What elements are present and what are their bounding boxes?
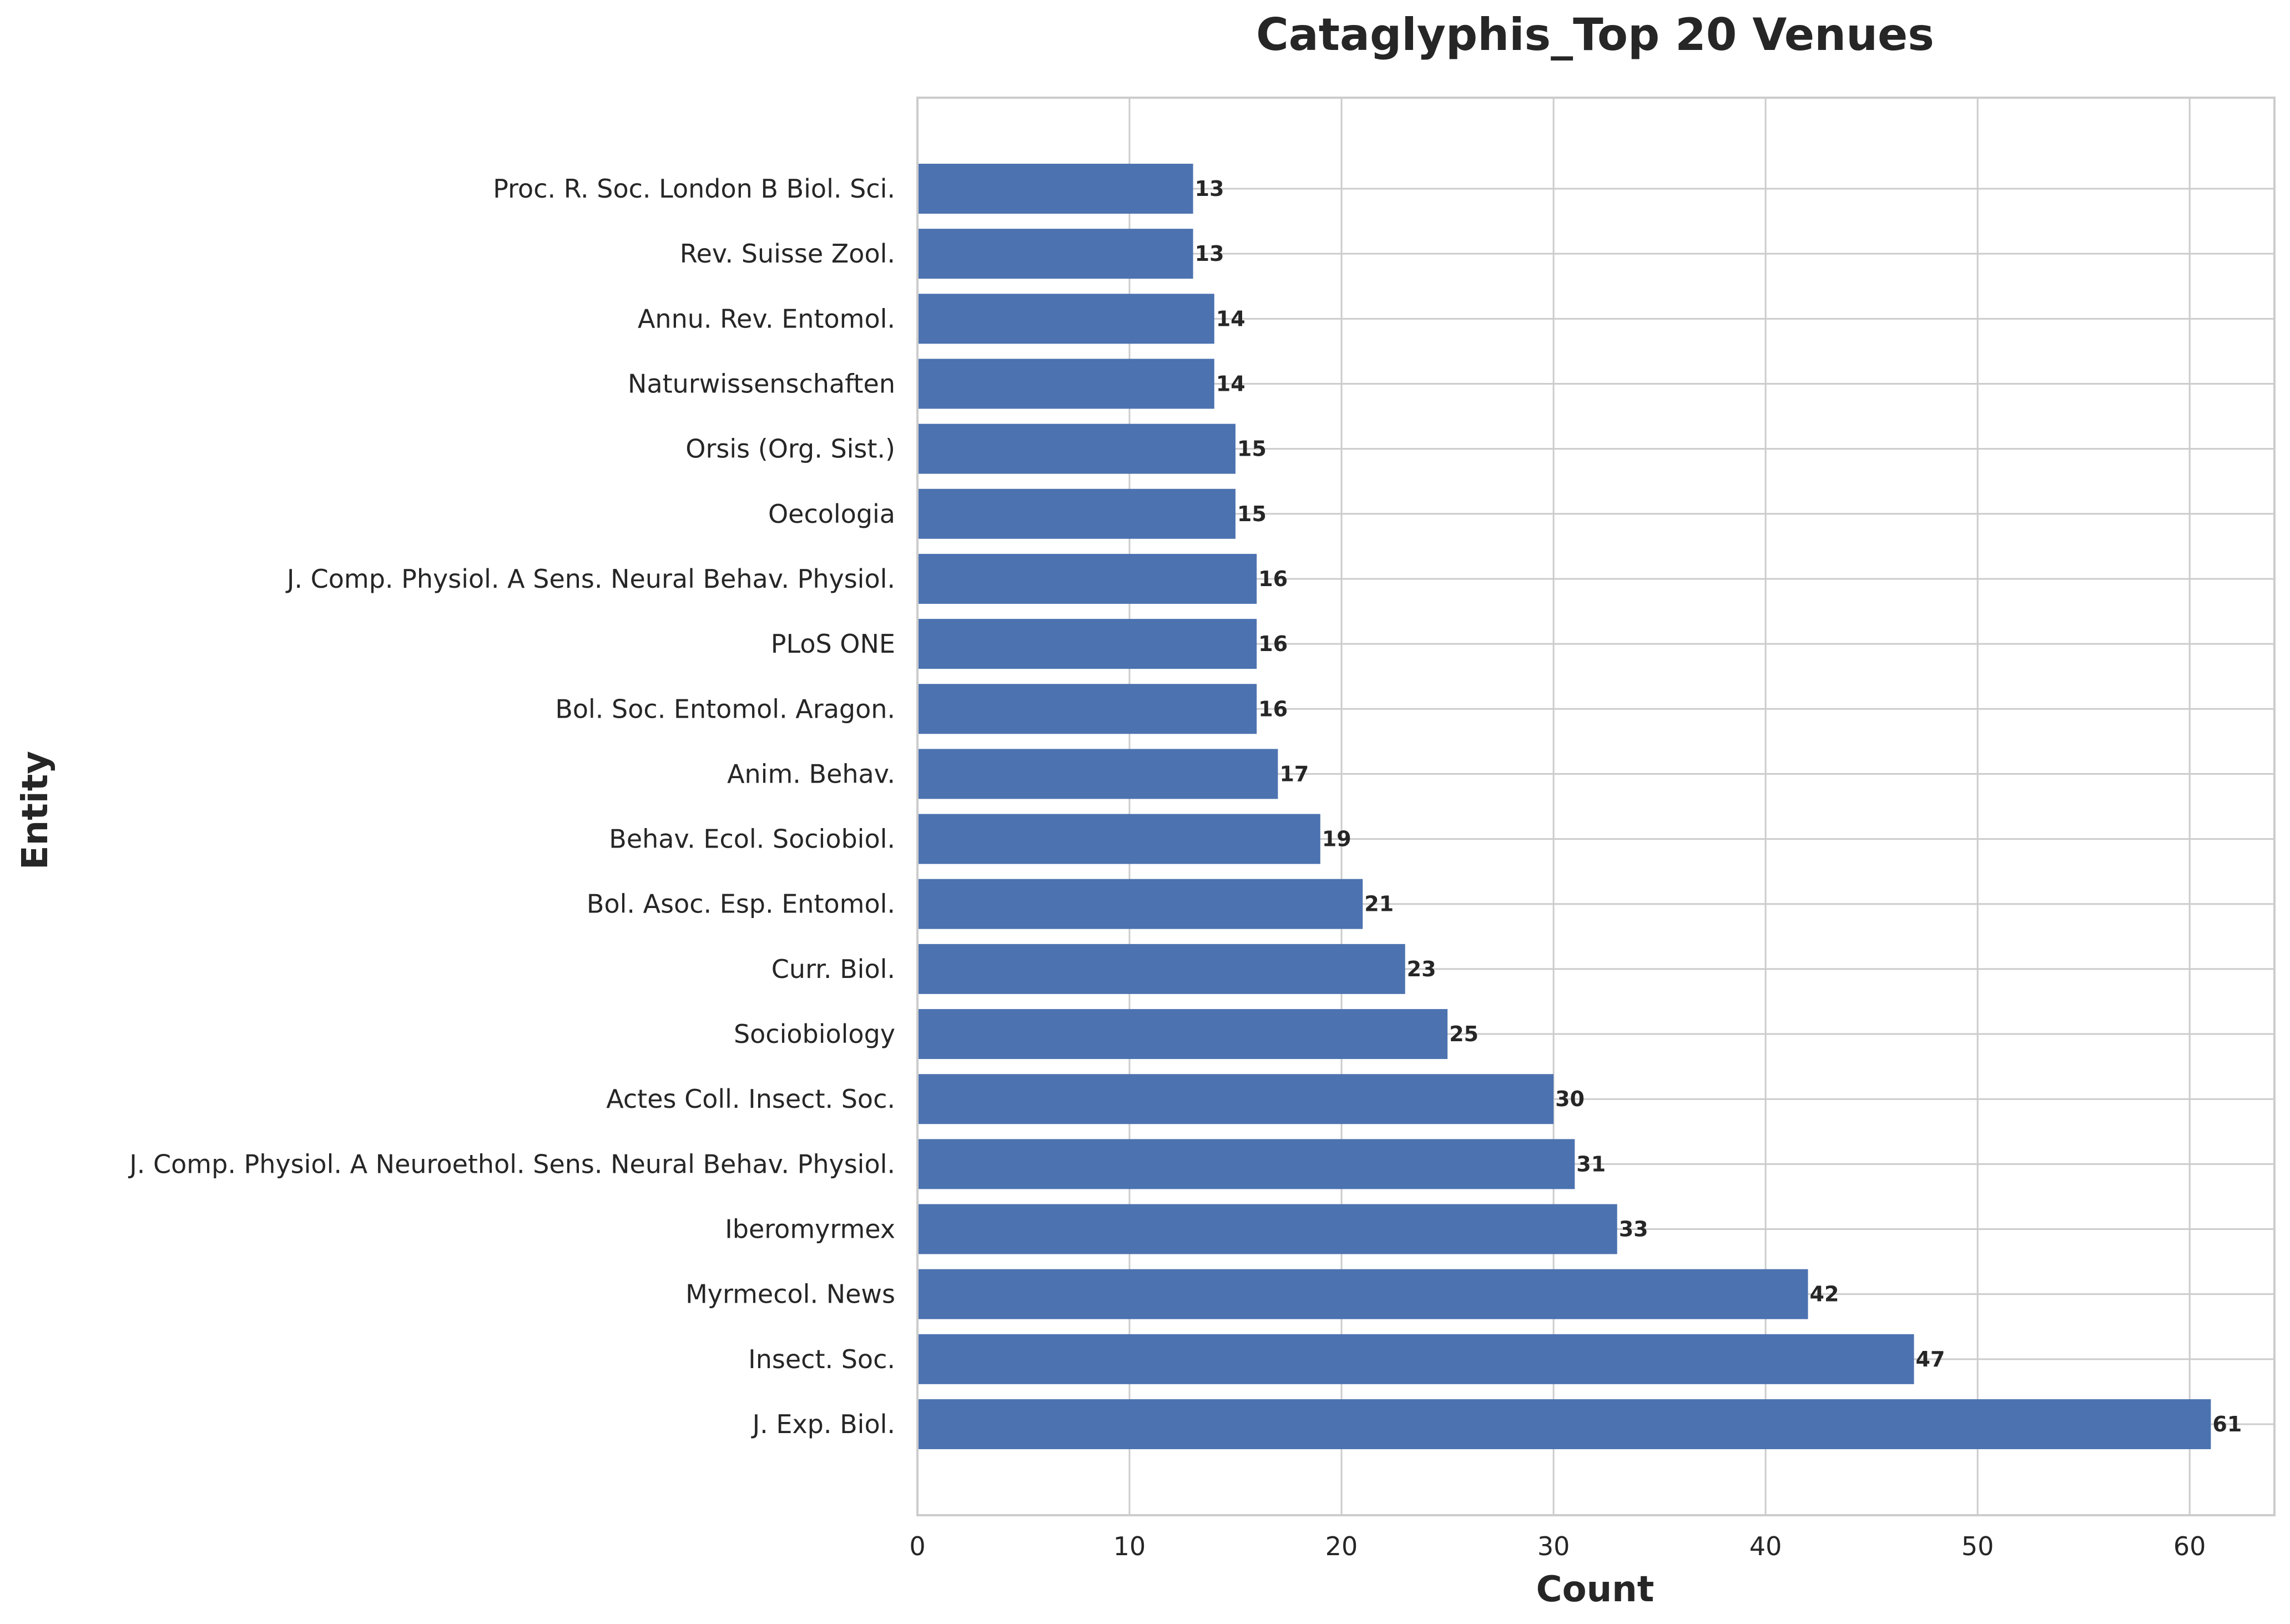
bar (917, 749, 1278, 799)
category-label: Orsis (Org. Sist.) (685, 434, 895, 464)
bar-value-label: 30 (1555, 1087, 1585, 1111)
x-tick-label: 40 (1749, 1531, 1782, 1561)
bar (917, 1399, 2211, 1449)
bar (917, 164, 1193, 214)
bar (917, 1334, 1914, 1384)
plot-frame (916, 97, 2276, 1516)
bar (917, 1074, 1554, 1124)
x-tick-label: 50 (1961, 1531, 1994, 1561)
bar-value-label: 13 (1195, 176, 1224, 201)
category-label: Oecologia (768, 499, 895, 529)
category-label: Iberomyrmex (725, 1214, 895, 1244)
category-label: Curr. Biol. (771, 954, 895, 984)
bar (917, 229, 1193, 279)
bar (917, 1204, 1617, 1254)
bar-value-label: 47 (1916, 1347, 1945, 1371)
category-labels: Proc. R. Soc. London B Biol. Sci. Rev. Su… (128, 174, 895, 1439)
x-axis-title: Count (1536, 1569, 1655, 1610)
bar-value-label: 16 (1258, 567, 1288, 591)
bar-value-label: 31 (1576, 1152, 1606, 1176)
category-label: J. Exp. Biol. (751, 1409, 895, 1439)
bar-value-label: 16 (1258, 632, 1288, 656)
bar-value-label: 21 (1364, 892, 1394, 916)
bar-value-label: 15 (1237, 502, 1267, 526)
bar-value-label: 17 (1279, 761, 1309, 786)
bar (917, 488, 1236, 539)
bar (917, 814, 1320, 864)
bars (917, 164, 2211, 1449)
x-tick-label: 60 (2173, 1531, 2206, 1561)
bar (917, 1009, 1448, 1060)
category-label: Sociobiology (734, 1019, 895, 1049)
x-tick-label: 20 (1325, 1531, 1358, 1561)
x-tick-label: 10 (1113, 1531, 1146, 1561)
data-labels: 13 13 14 14 15 15 16 16 16 17 19 21 23 25 30 31 33 42 47 61 (1195, 176, 2242, 1436)
x-tick-label: 0 (909, 1531, 925, 1561)
category-label: Bol. Asoc. Esp. Entomol. (587, 889, 895, 919)
category-label: Annu. Rev. Entomol. (638, 304, 895, 334)
bar-value-label: 15 (1237, 437, 1267, 461)
bar-value-label: 14 (1216, 306, 1245, 331)
y-axis-title: Entity (15, 751, 56, 870)
bar-value-label: 14 (1216, 371, 1245, 396)
bar-value-label: 25 (1449, 1022, 1479, 1046)
bar-value-label: 23 (1407, 957, 1436, 981)
x-tick-label: 30 (1537, 1531, 1570, 1561)
bar (917, 423, 1236, 474)
category-label: Myrmecol. News (685, 1279, 895, 1309)
category-label: Proc. R. Soc. London B Biol. Sci. (493, 174, 895, 204)
bar-value-label: 16 (1258, 697, 1288, 721)
category-label: J. Comp. Physiol. A Sens. Neural Behav. … (285, 564, 895, 594)
bar (917, 619, 1257, 669)
bar-value-label: 19 (1322, 827, 1351, 851)
category-label: Insect. Soc. (748, 1344, 895, 1374)
bar-value-label: 61 (2212, 1412, 2242, 1436)
category-label: Rev. Suisse Zool. (680, 239, 895, 269)
category-label: PLoS ONE (771, 629, 895, 659)
plot-border (916, 97, 2276, 1516)
chart-title: Cataglyphis_Top 20 Venues (1256, 9, 1934, 60)
category-label: J. Comp. Physiol. A Neuroethol. Sens. Ne… (128, 1149, 895, 1179)
bar (917, 879, 1363, 929)
bar-value-label: 33 (1619, 1217, 1648, 1242)
category-label: Naturwissenschaften (628, 369, 895, 399)
bar (917, 684, 1257, 734)
bar (917, 1139, 1575, 1189)
bar (917, 1269, 1808, 1319)
bar-value-label: 13 (1195, 241, 1224, 266)
bar (917, 359, 1214, 409)
category-label: Bol. Soc. Entomol. Aragon. (555, 694, 895, 724)
bar-value-label: 42 (1810, 1282, 1839, 1307)
x-tick-labels: 0 10 20 30 40 50 60 (909, 1531, 2206, 1561)
category-label: Actes Coll. Insect. Soc. (606, 1084, 895, 1114)
bar (917, 294, 1214, 344)
bar (917, 944, 1405, 994)
category-label: Behav. Ecol. Sociobiol. (609, 824, 895, 854)
bar (917, 553, 1257, 604)
category-label: Anim. Behav. (727, 759, 895, 789)
